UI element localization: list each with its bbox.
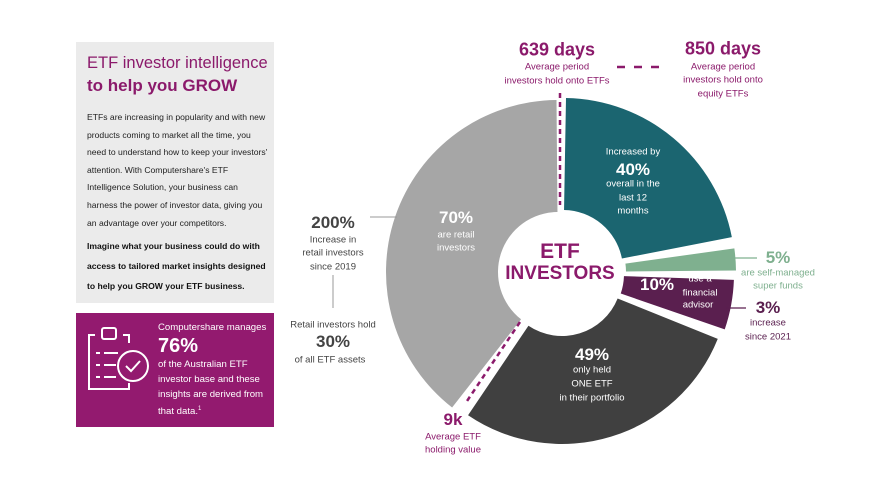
stat-line1: Computershare manages [158, 322, 267, 333]
advisor-growth-line1: increase [750, 317, 786, 329]
advisor-value: 10% [639, 275, 675, 294]
retail-growth-line2: retail investors [302, 247, 364, 259]
one-etf-value: 49% [574, 345, 610, 364]
one-etf-line1: only held [572, 364, 612, 376]
footnote-marker: 1 [198, 406, 202, 412]
holding-line2: holding value [425, 444, 481, 456]
intro-body: ETFs are increasing in popularity and wi… [87, 112, 268, 228]
segment-teal [564, 98, 732, 259]
teal-value: 40% [615, 160, 651, 179]
stat-panel: Computershare manages 76% of the Austral… [76, 313, 274, 427]
advisor-line2: financial [682, 287, 718, 299]
intro-body-bold: Imagine what your business could do with… [87, 241, 266, 291]
retail-line2: investors [436, 242, 476, 254]
smsf-value: 5% [765, 248, 791, 267]
teal-line2: last 12 [619, 192, 647, 204]
advisor-growth-value: 3% [755, 298, 781, 317]
retail-assets-pre: Retail investors hold [290, 319, 376, 331]
segment-dark-gray [468, 298, 718, 445]
retail-line1: are retail [437, 229, 475, 241]
advisor-line1: use a [688, 273, 712, 285]
stat-line2: of the Australian ETF investor base and … [158, 359, 264, 418]
stat-text: Computershare manages 76% of the Austral… [158, 320, 270, 419]
smsf-line2: super funds [753, 280, 803, 292]
days-equity-value: 850 days [684, 38, 762, 59]
segment-light-gray [385, 100, 558, 408]
retail-value: 70% [438, 208, 474, 227]
days-equity-line2: investors hold onto [683, 74, 763, 86]
retail-assets-line1: of all ETF assets [294, 354, 366, 366]
advisor-line3: advisor [682, 299, 714, 311]
segment-plum [620, 276, 734, 330]
smsf-line1: are self-managed [741, 267, 815, 279]
advisor-growth-line2: since 2021 [745, 331, 791, 343]
retail-growth-line1: Increase in [309, 234, 357, 246]
retail-growth-value: 200% [311, 213, 355, 232]
holding-value: 9k [443, 410, 463, 429]
one-etf-line2: ONE ETF [571, 378, 613, 390]
segment-green [625, 248, 736, 272]
days-equity-line3: equity ETFs [697, 88, 749, 100]
days-etf-value: 639 days [518, 39, 596, 60]
intro-panel: ETF investor intelligence to help you GR… [76, 42, 274, 303]
stat-value: 76% [158, 335, 199, 357]
teal-pre: Increased by [605, 146, 661, 158]
donut-hole [500, 212, 620, 332]
holding-line1: Average ETF [425, 431, 481, 443]
one-etf-line3: in their portfolio [559, 392, 625, 404]
retail-assets-value: 30% [315, 332, 351, 351]
teal-line1: overall in the [606, 178, 660, 190]
retail-growth-line3: since 2019 [310, 261, 356, 273]
days-etf-line2: investors hold onto ETFs [504, 75, 610, 87]
divider-dashed-line-bottom [463, 321, 522, 405]
center-label-etf: ETF [540, 240, 580, 263]
clipboard-checklist-icon [88, 327, 149, 390]
teal-line3: months [617, 205, 649, 217]
center-label-investors: INVESTORS [505, 263, 615, 284]
days-equity-line1: Average period [690, 61, 756, 73]
intro-title: ETF investor intelligence [87, 54, 268, 72]
intro-title-bold: to help you GROW [87, 76, 238, 95]
days-etf-line1: Average period [524, 61, 590, 73]
